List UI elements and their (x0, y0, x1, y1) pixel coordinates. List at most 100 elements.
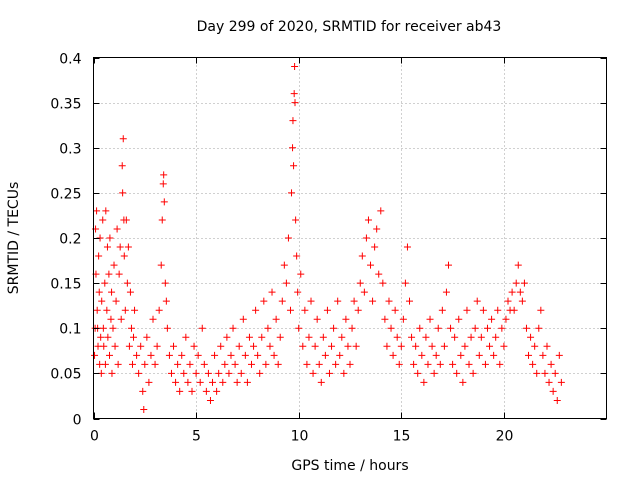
data-point (537, 307, 544, 314)
data-point (103, 307, 110, 314)
data-point (109, 325, 116, 332)
data-point (494, 307, 501, 314)
data-point (256, 370, 263, 377)
data-point (363, 235, 370, 242)
data-point (172, 379, 179, 386)
data-point (236, 343, 243, 350)
data-point (113, 298, 120, 305)
data-point (505, 298, 512, 305)
data-point (145, 379, 152, 386)
x-tick-label: 15 (393, 429, 411, 445)
data-point (232, 361, 239, 368)
x-tick-label: 5 (192, 429, 201, 445)
data-point (242, 352, 249, 359)
data-point (519, 298, 526, 305)
data-point (517, 289, 524, 296)
data-point (351, 298, 358, 305)
data-point (511, 307, 518, 314)
data-point (546, 379, 553, 386)
data-point (234, 379, 241, 386)
data-point (355, 307, 362, 314)
data-point (125, 244, 132, 251)
data-point (383, 343, 390, 350)
data-point (108, 289, 115, 296)
data-point (156, 307, 163, 314)
data-point (412, 343, 419, 350)
data-point (199, 325, 206, 332)
data-point (381, 316, 388, 323)
data-point (178, 352, 185, 359)
data-point (367, 262, 374, 269)
data-point (275, 361, 282, 368)
data-point (289, 144, 296, 151)
data-point (451, 334, 458, 341)
y-tick-label: 0.4 (59, 52, 81, 68)
y-tick-label: 0.3 (59, 142, 81, 158)
data-point (373, 225, 380, 232)
data-point (492, 334, 499, 341)
data-point (115, 361, 122, 368)
data-point (472, 325, 479, 332)
data-point (398, 343, 405, 350)
data-point (129, 361, 136, 368)
data-point (143, 334, 150, 341)
data-point (502, 316, 509, 323)
data-point (484, 325, 491, 332)
data-point (310, 370, 317, 377)
data-point (289, 117, 296, 124)
data-point (188, 388, 195, 395)
data-point (340, 370, 347, 377)
data-point (521, 280, 528, 287)
data-point (100, 325, 107, 332)
data-point (303, 361, 310, 368)
data-point (324, 307, 331, 314)
data-point (529, 361, 536, 368)
data-point (287, 307, 294, 314)
data-point (447, 325, 454, 332)
data-point (468, 334, 475, 341)
data-point (408, 334, 415, 341)
data-point (392, 307, 399, 314)
data-point (402, 280, 409, 287)
data-point (105, 271, 112, 278)
axis-ticks: 0 0.05 0.1 0.15 0.2 0.25 0.3 0.35 0.4 0 5 10 15 20 (50, 52, 606, 445)
data-point (162, 280, 169, 287)
data-point (98, 298, 105, 305)
data-point (533, 370, 540, 377)
data-point (140, 406, 147, 413)
data-point (211, 352, 218, 359)
data-point (476, 352, 483, 359)
data-point (299, 343, 306, 350)
data-point (97, 334, 104, 341)
data-point (101, 280, 108, 287)
data-point (301, 307, 308, 314)
data-point (124, 280, 131, 287)
data-point (535, 325, 542, 332)
data-point (283, 280, 290, 287)
data-point (449, 361, 456, 368)
data-point (490, 352, 497, 359)
data-point (163, 298, 170, 305)
data-point (266, 343, 273, 350)
data-point (435, 325, 442, 332)
x-tick-label: 0 (90, 429, 99, 445)
data-point (424, 361, 431, 368)
data-point (170, 343, 177, 350)
data-point (558, 379, 565, 386)
x-axis-label: GPS time / hours (291, 458, 408, 474)
data-point (525, 352, 532, 359)
data-point (513, 280, 520, 287)
data-point (161, 198, 168, 205)
data-point (225, 370, 232, 377)
data-point (264, 325, 271, 332)
data-point (209, 379, 216, 386)
data-point (330, 325, 337, 332)
data-point (500, 343, 507, 350)
y-tick-label: 0.1 (59, 322, 81, 338)
data-point (93, 207, 100, 214)
data-point (326, 370, 333, 377)
data-point (128, 325, 135, 332)
data-point (141, 361, 148, 368)
data-point (288, 189, 295, 196)
data-point (215, 370, 222, 377)
